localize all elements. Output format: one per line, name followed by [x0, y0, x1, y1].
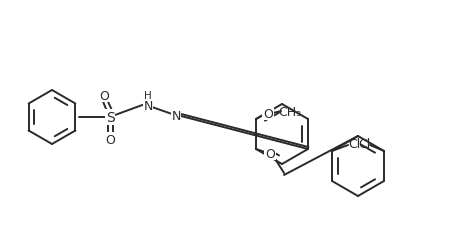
- Text: Cl: Cl: [348, 137, 360, 150]
- Text: H: H: [144, 91, 152, 101]
- Text: CH₃: CH₃: [278, 105, 301, 118]
- Text: N: N: [143, 99, 153, 112]
- Text: O: O: [263, 107, 273, 120]
- Text: Cl: Cl: [358, 137, 370, 150]
- Text: S: S: [106, 111, 114, 124]
- Text: O: O: [265, 147, 275, 160]
- Text: N: N: [171, 110, 181, 123]
- Text: O: O: [105, 133, 115, 146]
- Text: O: O: [99, 89, 109, 102]
